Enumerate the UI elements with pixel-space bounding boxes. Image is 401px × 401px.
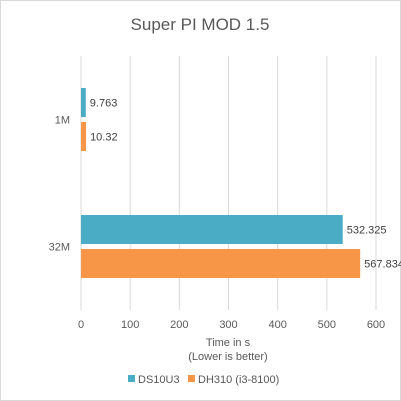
x-axis-note: (Lower is better) <box>188 351 267 363</box>
bar-1-0 <box>81 215 343 244</box>
bar-0-0 <box>81 88 86 117</box>
x-tick-label-5: 500 <box>318 319 336 331</box>
bars: 9.763 10.32 532.325 567.834 <box>81 88 401 278</box>
x-tick-label-1: 100 <box>121 319 139 331</box>
data-label-1-1: 567.834 <box>364 259 401 271</box>
legend-label-1: DH310 (i3-8100) <box>198 374 279 386</box>
data-label-0-1: 10.32 <box>90 132 118 144</box>
chart-title: Super PI MOD 1.5 <box>131 15 270 34</box>
x-tick-label-0: 0 <box>78 319 84 331</box>
data-label-0-0: 9.763 <box>90 98 118 110</box>
x-axis-label: Time in s <box>206 337 251 349</box>
bar-0-1 <box>81 122 87 151</box>
x-tick-label-2: 200 <box>170 319 188 331</box>
legend-swatch-1 <box>188 375 195 382</box>
category-label-1: 32M <box>49 242 70 254</box>
bar-1-1 <box>81 249 361 278</box>
category-labels: 1M 32M <box>49 115 70 254</box>
legend: DS10U3 DH310 (i3-8100) <box>128 374 279 386</box>
x-tick-label-4: 400 <box>268 319 286 331</box>
x-tick-label-6: 600 <box>367 319 385 331</box>
x-tick-label-3: 300 <box>219 319 237 331</box>
legend-label-0: DS10U3 <box>138 374 180 386</box>
legend-swatch-0 <box>128 375 135 382</box>
x-tick-labels: 0 100 200 300 400 500 600 <box>78 319 385 331</box>
data-label-1-0: 532.325 <box>347 225 387 237</box>
category-label-0: 1M <box>55 115 70 127</box>
